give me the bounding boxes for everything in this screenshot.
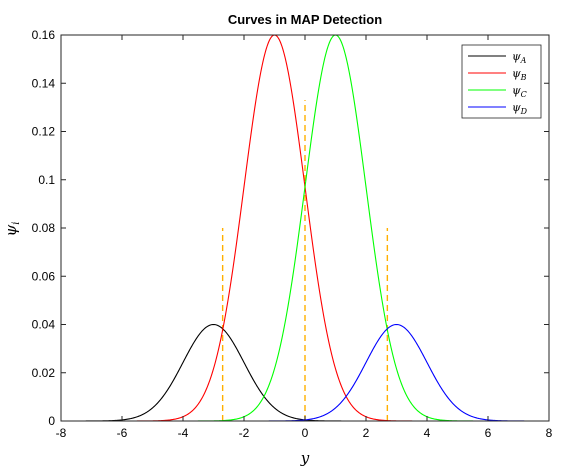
ticks	[60, 34, 550, 422]
legend-label-c: ψC	[512, 84, 527, 99]
x-tick-label: -6	[117, 426, 128, 440]
legend-label-d: ψD	[512, 101, 528, 116]
legend-label-b: ψB	[512, 67, 527, 82]
legend: ψA ψB ψC ψD	[461, 44, 542, 119]
y-tick-label: 0.08	[32, 221, 56, 235]
chart-title: Curves in MAP Detection	[228, 12, 382, 27]
y-tick-label: 0.04	[32, 318, 56, 332]
x-tick-label: 4	[424, 426, 431, 440]
x-tick-labels: -8 -6 -4 -2 0 2 4 6 8	[56, 426, 553, 440]
y-tick-label: 0.16	[32, 28, 56, 42]
y-tick-labels: 0 0.02 0.04 0.06 0.08 0.1 0.12 0.14 0.16	[32, 28, 56, 428]
x-tick-label: -2	[239, 426, 250, 440]
y-tick-label: 0.1	[38, 173, 55, 187]
x-axis-label: y	[300, 449, 310, 467]
threshold-lines	[221, 100, 389, 421]
x-tick-label: -4	[178, 426, 189, 440]
x-tick-label: 8	[546, 426, 553, 440]
y-tick-label: 0.14	[32, 76, 56, 90]
legend-label-a: ψA	[512, 50, 527, 65]
x-tick-label: -8	[56, 426, 67, 440]
legend-box	[461, 44, 542, 119]
x-tick-label: 0	[302, 426, 309, 440]
y-tick-label: 0.02	[32, 366, 56, 380]
x-tick-label: 2	[363, 426, 370, 440]
y-axis-label: ψi	[2, 222, 22, 237]
y-tick-label: 0.12	[32, 125, 56, 139]
x-tick-label: 6	[485, 426, 492, 440]
y-tick-label: 0.06	[32, 269, 56, 283]
y-tick-label: 0	[48, 414, 55, 428]
